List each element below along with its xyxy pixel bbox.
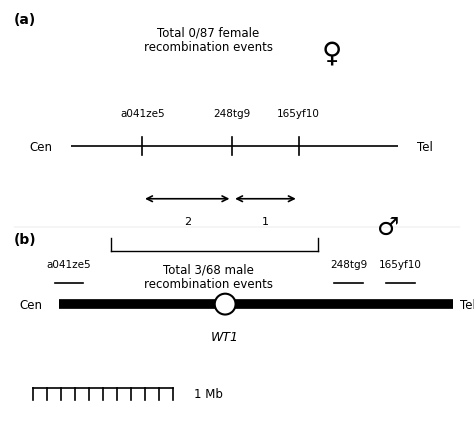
Text: a041ze5: a041ze5 xyxy=(46,259,91,269)
Text: ♂: ♂ xyxy=(377,216,400,240)
Text: 2: 2 xyxy=(183,217,191,227)
Text: Cen: Cen xyxy=(19,298,43,311)
Text: 248tg9: 248tg9 xyxy=(330,259,367,269)
Text: WT1: WT1 xyxy=(211,331,239,344)
Text: a041ze5: a041ze5 xyxy=(120,108,164,118)
Text: ♀: ♀ xyxy=(322,39,342,67)
Text: Total 0/87 female
recombination events: Total 0/87 female recombination events xyxy=(144,26,273,54)
Text: 165yf10: 165yf10 xyxy=(277,108,320,118)
Text: 1: 1 xyxy=(262,217,269,227)
Text: 165yf10: 165yf10 xyxy=(379,259,422,269)
Text: 248tg9: 248tg9 xyxy=(214,108,251,118)
Text: Tel: Tel xyxy=(417,140,433,153)
Text: Cen: Cen xyxy=(29,140,52,153)
Text: Total 3/68 male
recombination events: Total 3/68 male recombination events xyxy=(144,263,273,291)
Text: 1 Mb: 1 Mb xyxy=(194,387,223,400)
Text: (b): (b) xyxy=(14,232,37,246)
Ellipse shape xyxy=(215,294,236,315)
Text: (a): (a) xyxy=(14,13,36,27)
Text: Tel: Tel xyxy=(460,298,474,311)
